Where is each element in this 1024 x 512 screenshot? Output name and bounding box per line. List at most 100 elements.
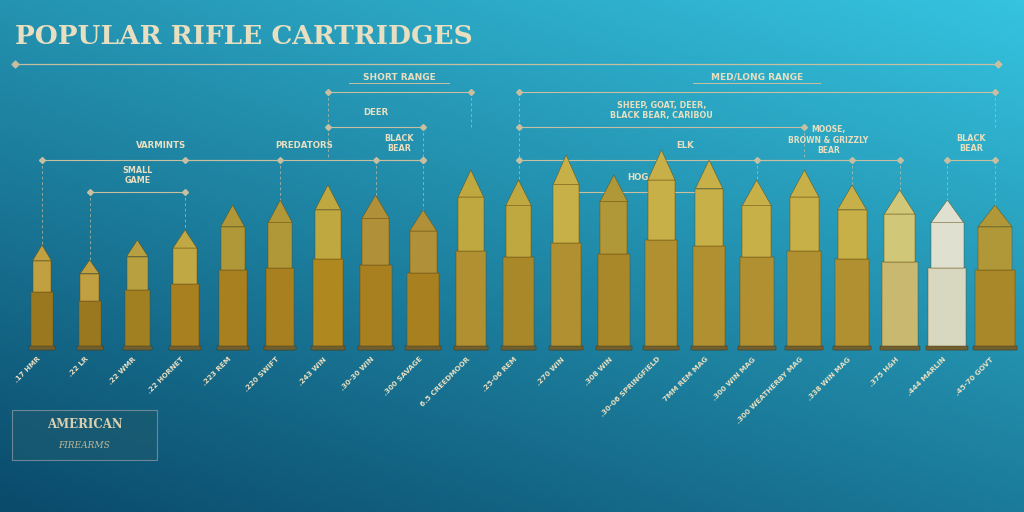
Polygon shape bbox=[502, 346, 536, 350]
Text: SMALL
GAME: SMALL GAME bbox=[122, 165, 153, 185]
Polygon shape bbox=[742, 205, 771, 257]
Polygon shape bbox=[648, 150, 675, 180]
Text: BLACK
BEAR: BLACK BEAR bbox=[385, 134, 414, 153]
Text: .308 WIN: .308 WIN bbox=[584, 356, 613, 387]
Polygon shape bbox=[315, 185, 341, 210]
Text: .270 WIN: .270 WIN bbox=[536, 356, 566, 387]
Text: .375 H&H: .375 H&H bbox=[868, 356, 900, 388]
Polygon shape bbox=[648, 180, 675, 240]
Text: .223 REM: .223 REM bbox=[202, 356, 232, 387]
Polygon shape bbox=[221, 205, 245, 227]
Polygon shape bbox=[504, 257, 534, 350]
Polygon shape bbox=[885, 190, 915, 214]
Polygon shape bbox=[506, 205, 531, 257]
Polygon shape bbox=[838, 210, 866, 259]
Polygon shape bbox=[31, 292, 53, 350]
Polygon shape bbox=[359, 265, 391, 350]
Polygon shape bbox=[268, 200, 292, 223]
Polygon shape bbox=[834, 346, 871, 350]
Polygon shape bbox=[221, 227, 245, 270]
Polygon shape bbox=[456, 251, 485, 350]
Polygon shape bbox=[553, 155, 579, 184]
Polygon shape bbox=[838, 185, 866, 210]
Polygon shape bbox=[80, 260, 99, 273]
Polygon shape bbox=[29, 346, 55, 350]
Polygon shape bbox=[691, 346, 727, 350]
Polygon shape bbox=[454, 346, 487, 350]
Text: .17 HMR: .17 HMR bbox=[13, 356, 42, 384]
Text: HOG: HOG bbox=[627, 173, 648, 182]
Polygon shape bbox=[785, 346, 823, 350]
Polygon shape bbox=[458, 197, 483, 251]
Polygon shape bbox=[739, 257, 774, 350]
Text: .444 MARLIN: .444 MARLIN bbox=[906, 356, 947, 397]
Polygon shape bbox=[695, 160, 723, 188]
Polygon shape bbox=[357, 346, 393, 350]
Polygon shape bbox=[742, 180, 771, 205]
Polygon shape bbox=[598, 254, 630, 350]
Polygon shape bbox=[458, 170, 483, 197]
Polygon shape bbox=[77, 346, 102, 350]
Text: FIREARMS: FIREARMS bbox=[58, 441, 111, 451]
Text: POPULAR RIFLE CARTRIDGES: POPULAR RIFLE CARTRIDGES bbox=[15, 24, 473, 49]
Polygon shape bbox=[929, 267, 967, 350]
Polygon shape bbox=[127, 240, 147, 257]
Text: ELK: ELK bbox=[677, 141, 694, 150]
Polygon shape bbox=[80, 273, 99, 301]
Polygon shape bbox=[596, 346, 632, 350]
Polygon shape bbox=[978, 205, 1012, 227]
Text: AMERICAN: AMERICAN bbox=[47, 418, 122, 432]
Text: .338 WIN MAG: .338 WIN MAG bbox=[807, 356, 852, 401]
Polygon shape bbox=[975, 270, 1015, 350]
Polygon shape bbox=[33, 245, 51, 261]
Polygon shape bbox=[835, 259, 869, 350]
Text: SHEEP, GOAT, DEER,
BLACK BEAR, CARIBOU: SHEEP, GOAT, DEER, BLACK BEAR, CARIBOU bbox=[610, 100, 713, 120]
Text: .45-70 GOVT: .45-70 GOVT bbox=[954, 356, 995, 396]
Text: .300 WIN MAG: .300 WIN MAG bbox=[712, 356, 757, 401]
Polygon shape bbox=[361, 195, 389, 218]
Polygon shape bbox=[693, 245, 725, 350]
Polygon shape bbox=[600, 175, 628, 201]
Polygon shape bbox=[169, 346, 201, 350]
Polygon shape bbox=[406, 346, 441, 350]
Polygon shape bbox=[931, 200, 964, 223]
Text: MOOSE,
BROWN & GRIZZLY
BEAR: MOOSE, BROWN & GRIZZLY BEAR bbox=[788, 125, 868, 155]
Polygon shape bbox=[882, 262, 918, 350]
Polygon shape bbox=[79, 301, 100, 350]
Polygon shape bbox=[885, 214, 915, 262]
Polygon shape bbox=[553, 184, 579, 243]
Text: .22 LR: .22 LR bbox=[68, 356, 90, 378]
Polygon shape bbox=[125, 289, 150, 350]
Text: .30-30 WIN: .30-30 WIN bbox=[340, 356, 376, 392]
Text: .22 HORNET: .22 HORNET bbox=[146, 356, 185, 395]
Text: SHORT RANGE: SHORT RANGE bbox=[362, 73, 436, 82]
Polygon shape bbox=[410, 210, 437, 231]
Text: MED/LONG RANGE: MED/LONG RANGE bbox=[711, 73, 803, 82]
Text: 6.5 CREEDMOOR: 6.5 CREEDMOOR bbox=[419, 356, 471, 408]
Polygon shape bbox=[173, 248, 197, 284]
Text: .243 WIN: .243 WIN bbox=[298, 356, 328, 387]
Polygon shape bbox=[173, 230, 197, 248]
Text: 7MM REM MAG: 7MM REM MAG bbox=[663, 356, 709, 403]
Polygon shape bbox=[880, 346, 920, 350]
Polygon shape bbox=[790, 197, 819, 251]
Polygon shape bbox=[264, 346, 296, 350]
Polygon shape bbox=[171, 284, 199, 350]
Text: BLACK
BEAR: BLACK BEAR bbox=[956, 134, 986, 153]
Text: .30-06 SPRINGFIELD: .30-06 SPRINGFIELD bbox=[599, 356, 662, 418]
Polygon shape bbox=[410, 231, 437, 273]
Text: PREDATORS: PREDATORS bbox=[275, 141, 333, 150]
Polygon shape bbox=[645, 240, 678, 350]
Text: .300 WEATHERBY MAG: .300 WEATHERBY MAG bbox=[735, 356, 805, 425]
Text: DEER: DEER bbox=[362, 108, 388, 117]
Polygon shape bbox=[549, 346, 583, 350]
Polygon shape bbox=[266, 267, 294, 350]
Polygon shape bbox=[973, 346, 1017, 350]
Polygon shape bbox=[311, 346, 345, 350]
Polygon shape bbox=[787, 251, 821, 350]
Polygon shape bbox=[600, 201, 628, 254]
Polygon shape bbox=[931, 223, 964, 267]
Polygon shape bbox=[268, 223, 292, 267]
Polygon shape bbox=[361, 218, 389, 265]
Text: VARMINTS: VARMINTS bbox=[136, 141, 186, 150]
